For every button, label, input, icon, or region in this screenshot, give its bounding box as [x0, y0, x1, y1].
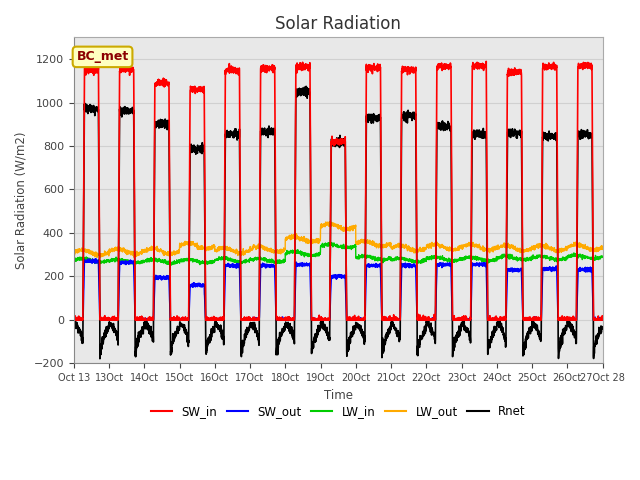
Rnet	[70, 320, 77, 325]
LW_in	[218, 254, 225, 260]
LW_in	[598, 254, 606, 260]
SW_in	[598, 317, 606, 323]
SW_out	[70, 317, 78, 323]
Rnet	[218, 334, 225, 340]
LW_out	[326, 219, 333, 225]
SW_in	[548, 62, 556, 68]
SW_out	[70, 316, 77, 322]
SW_in	[70, 317, 77, 323]
Rnet	[183, 339, 191, 345]
SW_in	[218, 317, 225, 323]
SW_in	[390, 317, 397, 323]
Line: LW_out: LW_out	[74, 222, 602, 257]
SW_out	[548, 266, 556, 272]
SW_out	[399, 263, 407, 268]
SW_out	[390, 317, 397, 323]
LW_out	[399, 241, 407, 247]
Rnet	[548, 134, 556, 140]
LW_out	[183, 239, 191, 245]
LW_out	[218, 247, 225, 252]
Text: BC_met: BC_met	[76, 50, 129, 63]
Rnet	[302, 84, 310, 89]
SW_out	[218, 316, 225, 322]
SW_out	[598, 317, 606, 323]
LW_in	[548, 254, 556, 260]
Rnet	[598, 326, 606, 332]
LW_in	[390, 256, 397, 262]
SW_in	[598, 316, 606, 322]
LW_in	[328, 240, 335, 245]
Rnet	[399, 115, 407, 121]
SW_out	[92, 256, 100, 262]
SW_out	[184, 317, 191, 323]
LW_in	[598, 253, 606, 259]
LW_in	[399, 254, 407, 260]
Y-axis label: Solar Radiation (W/m2): Solar Radiation (W/m2)	[15, 132, 28, 269]
SW_in	[483, 59, 490, 64]
LW_out	[548, 246, 556, 252]
Rnet	[390, 324, 397, 329]
LW_out	[70, 252, 77, 257]
LW_out	[598, 243, 606, 249]
SW_in	[183, 316, 191, 322]
Line: SW_out: SW_out	[74, 259, 602, 320]
SW_out	[598, 317, 606, 323]
LW_out	[598, 245, 606, 251]
Rnet	[96, 356, 104, 361]
LW_in	[168, 262, 175, 268]
Line: LW_in: LW_in	[74, 242, 602, 265]
Title: Solar Radiation: Solar Radiation	[275, 15, 401, 33]
LW_in	[70, 257, 77, 263]
Line: Rnet: Rnet	[74, 86, 602, 359]
LW_in	[183, 258, 191, 264]
LW_out	[93, 254, 101, 260]
Rnet	[598, 324, 606, 330]
SW_in	[399, 70, 406, 75]
Line: SW_in: SW_in	[74, 61, 602, 320]
Legend: SW_in, SW_out, LW_in, LW_out, Rnet: SW_in, SW_out, LW_in, LW_out, Rnet	[146, 400, 531, 423]
X-axis label: Time: Time	[324, 389, 353, 402]
LW_out	[390, 244, 397, 250]
